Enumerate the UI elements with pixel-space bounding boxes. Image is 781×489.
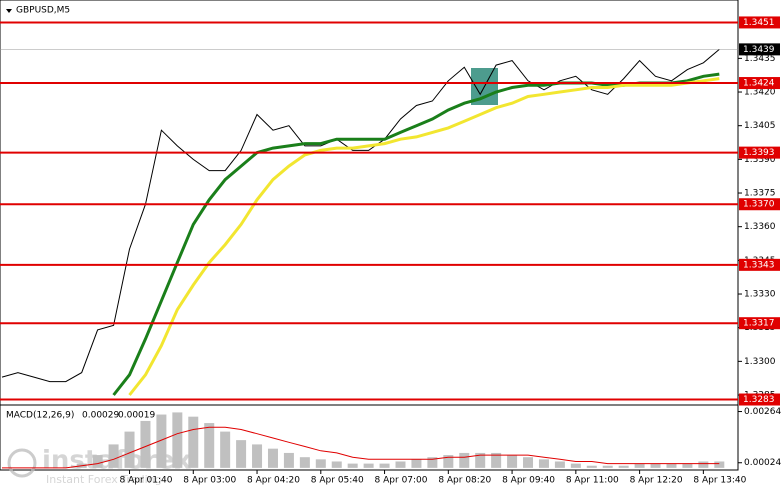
histogram-bar [252, 444, 263, 468]
signal-line [2, 426, 720, 469]
histogram-bar [602, 465, 613, 468]
histogram-bar [586, 465, 597, 468]
level-label: 1.3451 [743, 18, 775, 28]
y-tick-label: 1.3405 [744, 121, 776, 131]
y-tick-label: 1.3435 [744, 54, 776, 64]
level-label: 1.3317 [743, 319, 775, 329]
histogram-bar [634, 463, 645, 468]
x-tick-label: 8 Apr 11:00 [566, 476, 619, 486]
histogram-bar [427, 457, 438, 468]
x-tick-label: 8 Apr 05:40 [311, 476, 364, 486]
histogram-bar [459, 452, 470, 468]
histogram-bar [475, 452, 486, 468]
level-label-box [739, 77, 780, 90]
histogram-bar [411, 459, 422, 468]
y-tick-label: 1.3300 [744, 357, 776, 367]
last-price-box [739, 43, 780, 56]
level-label-box [739, 258, 780, 271]
plot-frame [0, 0, 739, 471]
moving-average [112, 72, 720, 396]
macd-title: MACD(12,26,9) [6, 411, 74, 421]
histogram-bar [188, 416, 199, 468]
moving-average [128, 77, 720, 396]
histogram-bar [507, 455, 518, 468]
x-tick-label: 8 Apr 04:20 [247, 476, 300, 486]
histogram-bar [108, 444, 119, 468]
y-tick-label: 0.00264 [744, 407, 781, 417]
level-label-box [739, 393, 780, 406]
level-label: 1.3283 [743, 395, 775, 405]
level-label-box [739, 16, 780, 29]
y-tick-label: 1.3390 [744, 155, 776, 165]
macd-signal-value: 0.00019 [118, 411, 155, 421]
level-label-box [739, 146, 780, 159]
histogram-bar [491, 452, 502, 468]
histogram-bar [283, 452, 294, 468]
x-tick-label: 8 Apr 13:40 [693, 476, 746, 486]
y-tick-label: 0.00024 [744, 458, 781, 468]
level-label-box [739, 317, 780, 330]
y-tick-label: 1.3375 [744, 189, 776, 199]
level-label: 1.3370 [743, 200, 775, 210]
x-tick-label: 8 Apr 12:20 [630, 476, 683, 486]
x-tick-label: 8 Apr 08:20 [438, 476, 491, 486]
x-tick-label: 8 Apr 03:00 [183, 476, 236, 486]
symbol-title: GBPUSD,M5 [16, 6, 70, 16]
histogram-bar [443, 455, 454, 468]
histogram-bar [92, 455, 103, 468]
histogram-bar [618, 465, 629, 468]
x-tick-label: 8 Apr 01:40 [120, 476, 173, 486]
level-label: 1.3424 [743, 79, 775, 89]
symbol-arrow [6, 9, 12, 13]
histogram-bar [682, 463, 693, 468]
histogram-bar [299, 457, 310, 468]
level-label: 1.3393 [743, 148, 775, 158]
watermark: instaforex Instant Forex Trading [7, 446, 192, 486]
histogram-bar [714, 461, 725, 468]
histogram-bar [156, 414, 167, 468]
histogram-bar [570, 463, 581, 468]
y-tick-label: 1.3420 [744, 88, 776, 98]
y-tick-label: 1.3360 [744, 222, 776, 232]
histogram-bar [315, 459, 326, 468]
histogram-bar [395, 461, 406, 468]
histogram-bar [698, 461, 709, 468]
histogram-bar [236, 440, 247, 468]
last-price-label: 1.3439 [743, 45, 775, 55]
histogram-bar [379, 463, 390, 468]
histogram-bar [331, 461, 342, 468]
level-label-box [739, 198, 780, 211]
histogram-bar [172, 412, 183, 468]
histogram-bar [204, 423, 215, 468]
histogram-bar [523, 457, 534, 468]
macd-value: 0.00029 [82, 411, 119, 421]
price-line [1, 49, 720, 383]
histogram-bar [267, 448, 278, 468]
level-label: 1.3343 [743, 260, 775, 270]
histogram-bar [124, 431, 135, 468]
histogram-bar [140, 420, 151, 468]
histogram-bar [554, 461, 565, 468]
watermark-tagline: Instant Forex Trading [46, 473, 162, 486]
histogram-bar [363, 463, 374, 468]
histogram-bar [220, 431, 231, 468]
histogram-bar [538, 459, 549, 468]
x-tick-label: 8 Apr 09:40 [502, 476, 555, 486]
watermark-logo [7, 448, 37, 478]
y-tick-label: 1.3330 [744, 290, 776, 300]
x-tick-label: 8 Apr 07:00 [375, 476, 428, 486]
histogram-bar [650, 463, 661, 468]
histogram-bar [347, 463, 358, 468]
histogram-bar [666, 463, 677, 468]
